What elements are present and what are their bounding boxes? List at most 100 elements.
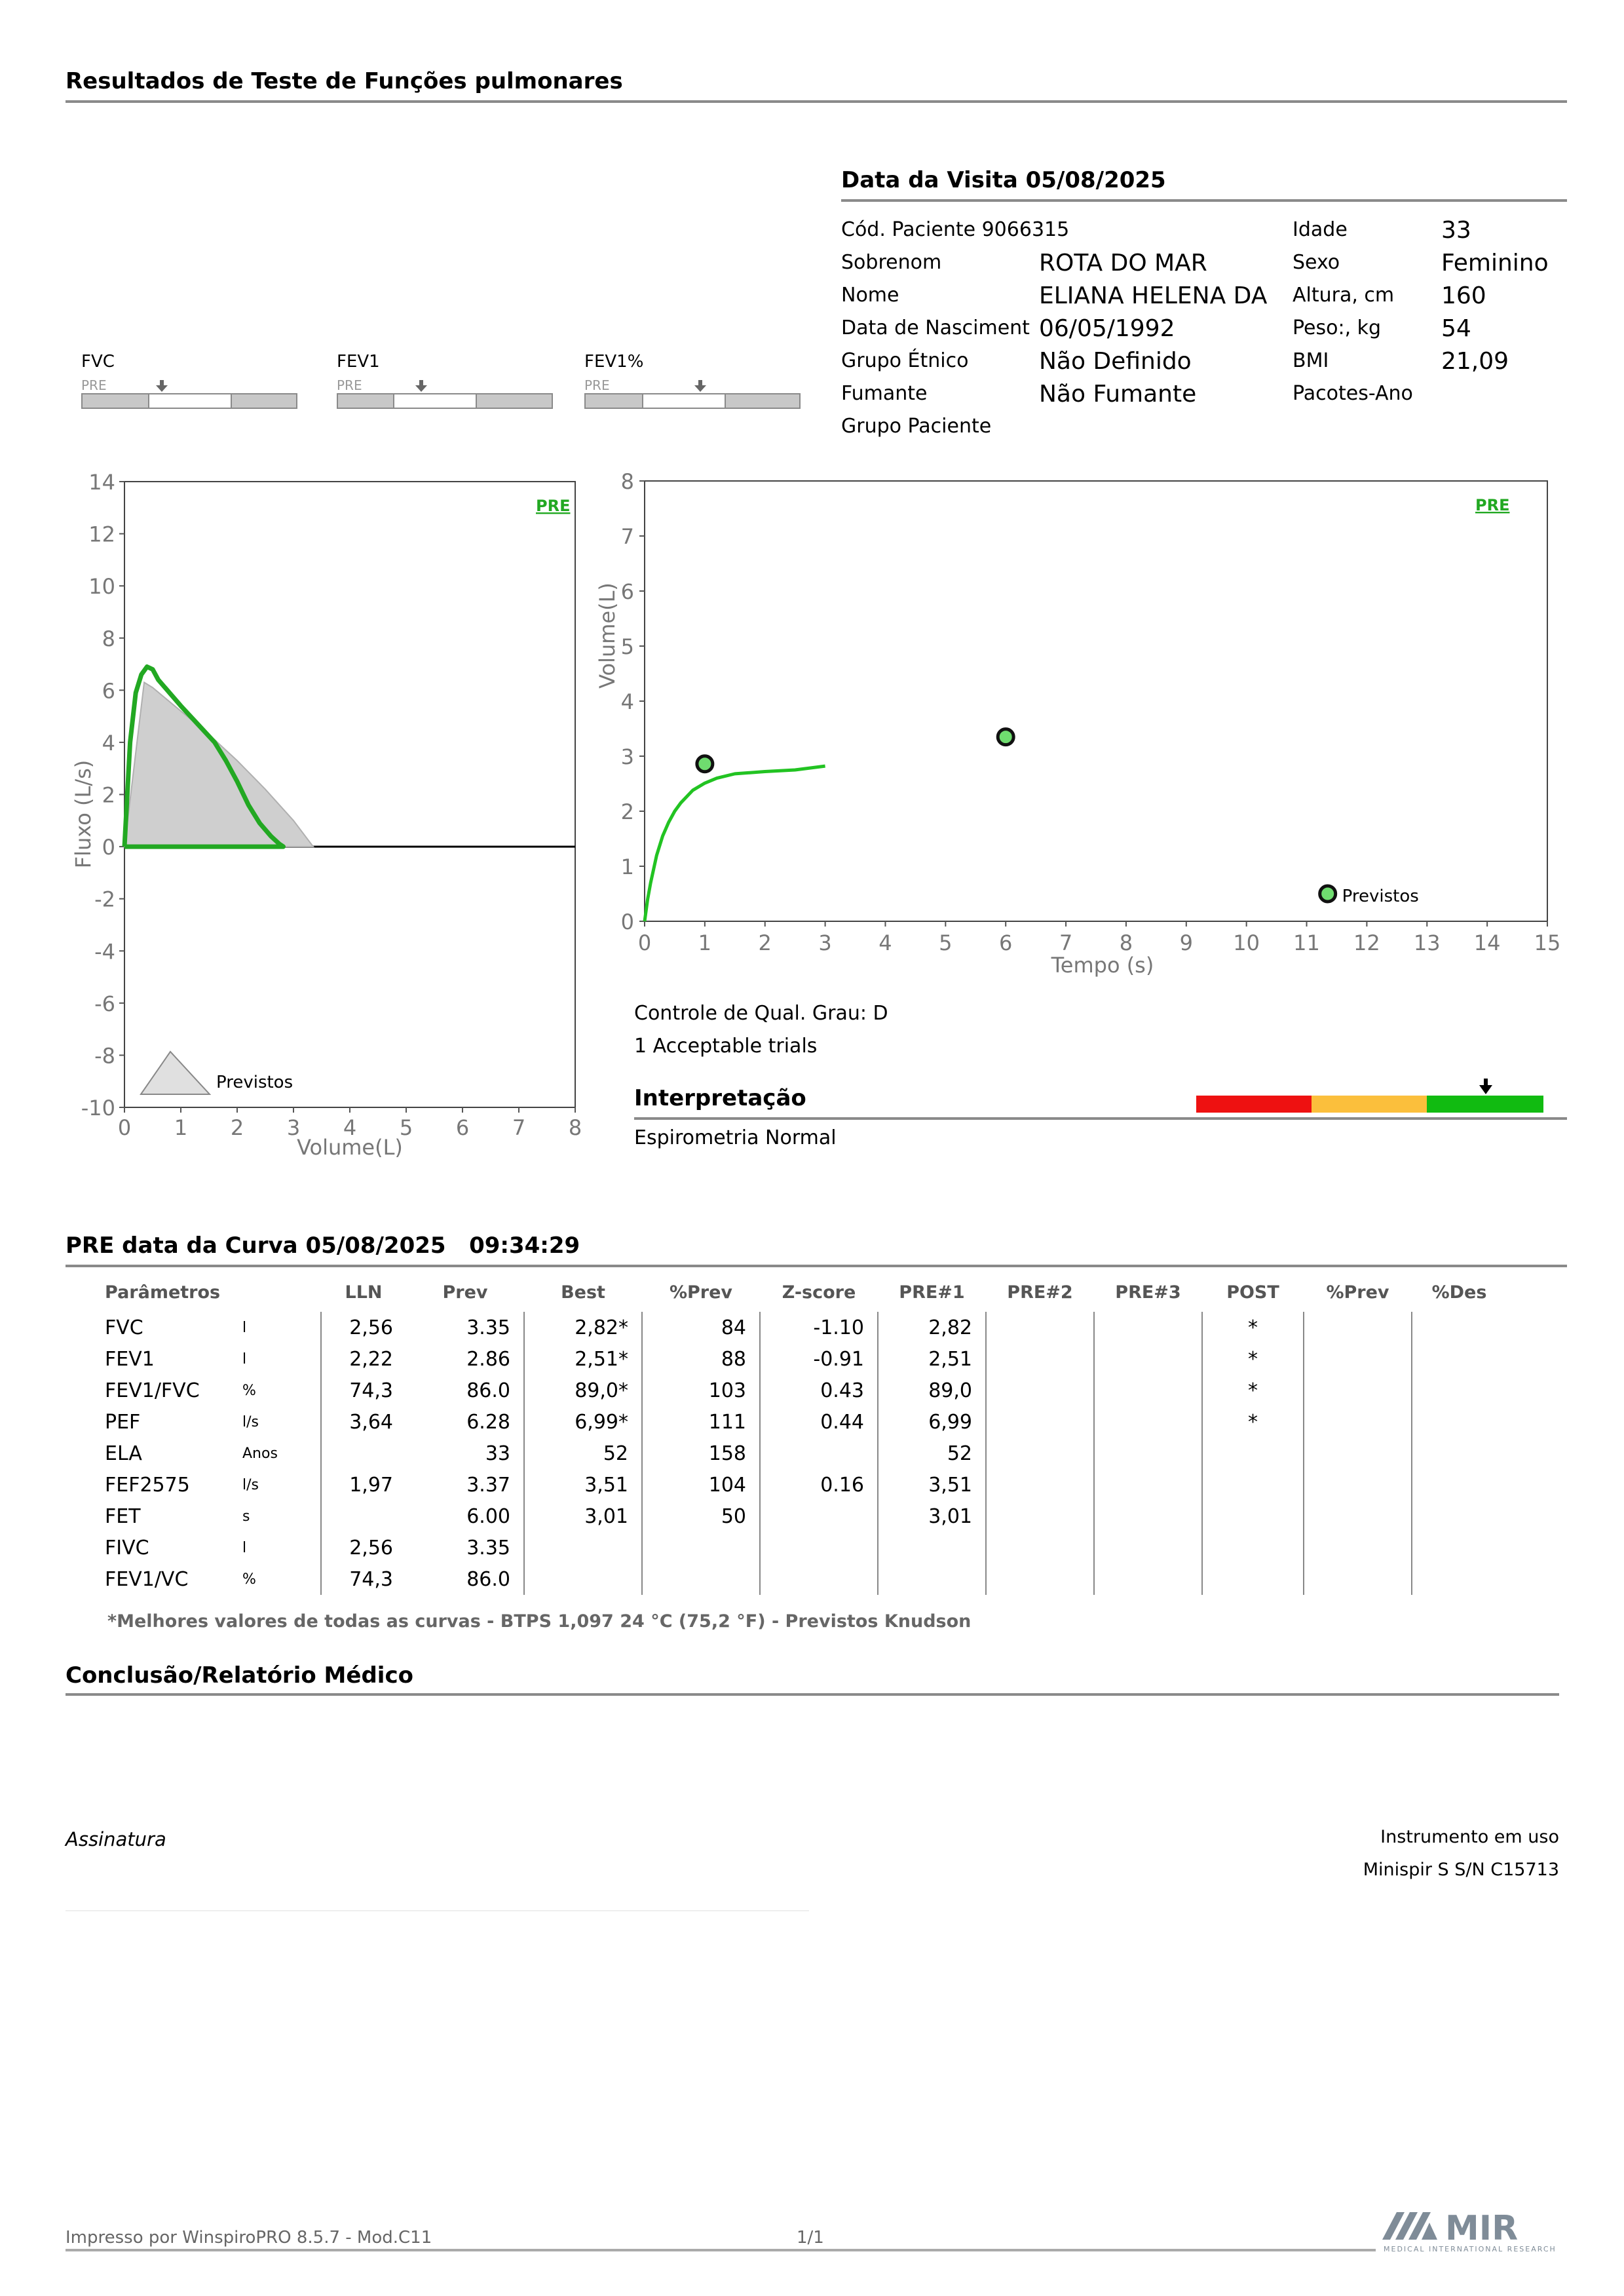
- patient-field-label: Idade: [1293, 218, 1348, 241]
- table-cell: [1094, 1563, 1203, 1595]
- interpretation-scale-red: [1196, 1096, 1312, 1113]
- quality-grade: Controle de Qual. Grau: D: [634, 1002, 888, 1025]
- table-cell: [1304, 1343, 1412, 1375]
- table-cell: [760, 1438, 878, 1469]
- vt-x-tick-label: 0: [638, 930, 651, 955]
- table-cell: 0.43: [760, 1375, 878, 1406]
- table-cell: *: [1202, 1343, 1304, 1375]
- table-header-cell: Z-score: [782, 1282, 856, 1303]
- vt-legend-previstos: Previstos: [1342, 887, 1419, 906]
- table-cell: 0.16: [760, 1469, 878, 1501]
- mini-bar-pre: PRE: [337, 377, 362, 393]
- table-cell: %: [242, 1375, 322, 1406]
- table-cell: [1412, 1375, 1507, 1406]
- vt-predicted-point: [996, 727, 1015, 747]
- fv-x-axis-label: Volume(L): [297, 1135, 403, 1160]
- table-cell: 74,3: [349, 1567, 393, 1591]
- table-row: FEV1 l 2,22 2.86 2,51* 88 -0.91 2,51 *: [105, 1343, 1507, 1375]
- patient-field-label: Nome: [841, 284, 899, 307]
- patient-field-value: ELIANA HELENA DA: [1039, 282, 1268, 309]
- visit-divider: [841, 199, 1567, 202]
- vt-x-tick-label: 1: [698, 930, 711, 955]
- table-cell: [1304, 1375, 1412, 1406]
- mini-bar: [584, 393, 801, 409]
- curve-title: PRE data da Curva 05/08/2025 09:34:29: [66, 1233, 580, 1259]
- table-cell: -1.10: [760, 1312, 878, 1343]
- table-cell: l: [242, 1343, 322, 1375]
- mini-bar-label: FVC: [81, 352, 115, 372]
- fv-y-tick-label: 8: [102, 626, 115, 651]
- interpretation-divider: [634, 1117, 1567, 1120]
- vt-plot-area: [644, 480, 1548, 922]
- table-cell: l: [242, 1532, 322, 1563]
- curve-time: 09:34:29: [469, 1233, 580, 1259]
- table-cell: 6,99: [878, 1406, 987, 1438]
- fv-x-tick-label: 7: [512, 1115, 525, 1140]
- mini-bar-normal-range: [148, 394, 232, 408]
- vt-x-axis-label: Tempo (s): [1051, 953, 1154, 978]
- table-row: ELA Anos 33 52 158 52: [105, 1438, 1507, 1469]
- table-header-cell: [242, 1272, 321, 1312]
- fv-legend-previstos: Previstos: [216, 1073, 293, 1092]
- table-cell: [986, 1343, 1095, 1375]
- table-row: FEV1/FVC% 74,3 86.0 89,0* 103 0.43 89,0 *: [105, 1375, 1507, 1406]
- table-cell: 3,51: [524, 1469, 643, 1501]
- fv-measured-curve: [122, 664, 286, 849]
- table-cell: [1412, 1438, 1507, 1469]
- vt-x-tick-label: 4: [878, 930, 892, 955]
- table-cell: 0.44: [760, 1406, 878, 1438]
- table-cell: *: [1202, 1406, 1304, 1438]
- patient-field-value: 06/05/1992: [1039, 315, 1175, 342]
- vt-y-tick-label: 5: [621, 634, 634, 659]
- fv-x-tick-label: 6: [456, 1115, 469, 1140]
- signature-label: Assinatura: [66, 1828, 166, 1850]
- table-cell: [1412, 1563, 1507, 1595]
- table-cell: [321, 1438, 406, 1469]
- fv-y-tick-label: -10: [81, 1096, 115, 1120]
- table-cell: [1412, 1406, 1507, 1438]
- table-cell: 6.28: [406, 1406, 525, 1438]
- mini-bar-pre: PRE: [584, 377, 610, 393]
- patient-field-value: Feminino: [1441, 250, 1549, 277]
- table-cell: [986, 1312, 1095, 1343]
- table-cell: 86.0: [406, 1375, 525, 1406]
- vt-x-tick-label: 10: [1233, 930, 1260, 955]
- table-header-cell: POST: [1226, 1282, 1279, 1303]
- fv-x-tick-label: 5: [400, 1115, 413, 1140]
- table-cell: [760, 1563, 878, 1595]
- interpretation-scale-green: [1427, 1096, 1543, 1113]
- table-cell: [986, 1532, 1095, 1563]
- fv-x-tick-label: 0: [118, 1115, 131, 1140]
- table-cell: [1412, 1312, 1507, 1343]
- patient-field-label: Sobrenom: [841, 251, 942, 274]
- table-cell: [760, 1532, 878, 1563]
- table-cell: [1094, 1438, 1203, 1469]
- interpretation-arrow-icon: [1479, 1079, 1492, 1094]
- table-cell: 86.0: [406, 1563, 525, 1595]
- vt-x-tick-label: 2: [759, 930, 772, 955]
- mini-bar-arrow-icon: [415, 380, 427, 392]
- fv-x-tick-label: 2: [231, 1115, 244, 1140]
- patient-field-value: ROTA DO MAR: [1039, 250, 1207, 277]
- table-cell: 3.37: [406, 1469, 525, 1501]
- table-cell: [1304, 1501, 1412, 1532]
- vt-y-tick-label: 4: [621, 689, 634, 714]
- table-cell: [1094, 1501, 1203, 1532]
- table-cell: 2,82: [878, 1312, 987, 1343]
- table-header-cell: %Prev: [1326, 1282, 1389, 1303]
- table-cell: [1304, 1563, 1412, 1595]
- fv-y-tick-label: 0: [102, 835, 115, 860]
- mini-bar: [81, 393, 297, 409]
- table-header-cell: PRE#3: [1115, 1282, 1181, 1303]
- table-cell: FEV1: [105, 1347, 155, 1371]
- table-cell: [760, 1501, 878, 1532]
- vt-y-tick-label: 8: [621, 469, 634, 494]
- table-header-cell: PRE#2: [1007, 1282, 1073, 1303]
- table-cell: [1412, 1469, 1507, 1501]
- table-cell: 88: [642, 1343, 761, 1375]
- vt-x-tick-label: 5: [939, 930, 952, 955]
- fv-y-tick-label: -6: [94, 991, 115, 1016]
- table-cell: 3,01: [878, 1501, 987, 1532]
- table-cell: FEV1/VC: [105, 1567, 189, 1591]
